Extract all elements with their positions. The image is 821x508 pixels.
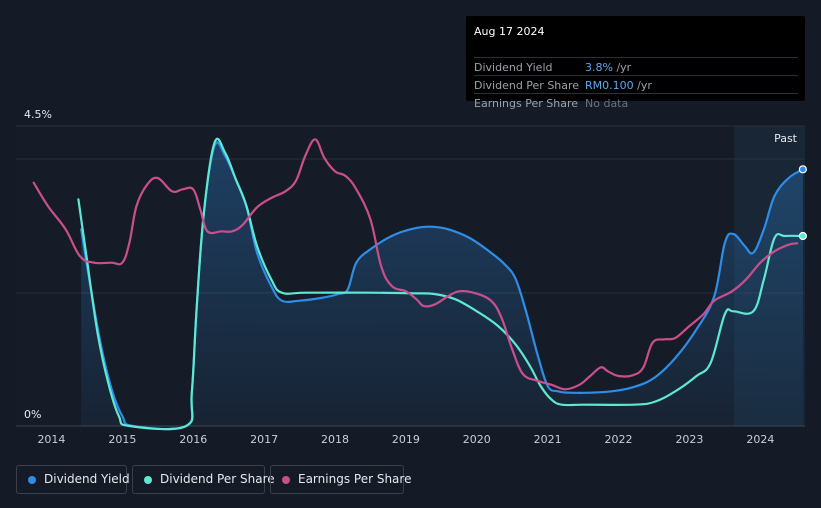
x-tick-label: 2018 [321, 433, 349, 446]
tooltip-row-earnings-per-share: Earnings Per Share No data [474, 93, 798, 112]
tooltip-date: Aug 17 2024 [474, 25, 545, 38]
x-tick-label: 2015 [108, 433, 136, 446]
legend-dividend-yield[interactable]: Dividend Yield [16, 465, 130, 494]
legend-label: Dividend Per Share [160, 472, 275, 486]
tooltip-value: 3.8% [585, 61, 613, 74]
earnings-per-share-line [32, 138, 799, 391]
tooltip-label: Dividend Yield [474, 61, 553, 74]
tooltip-unit: /yr [633, 79, 652, 92]
x-tick-label: 2023 [675, 433, 703, 446]
tooltip-value: RM0.100 [585, 79, 634, 92]
x-tick-label: 2020 [463, 433, 491, 446]
legend-label: Earnings Per Share [298, 472, 412, 486]
past-label: Past [774, 132, 798, 145]
legend-earnings-per-share[interactable]: Earnings Per Share [270, 465, 411, 494]
tooltip: Aug 17 2024 Dividend Yield 3.8% /yr Divi… [466, 16, 805, 110]
x-tick-label: 2019 [392, 433, 420, 446]
x-tick-label: 2022 [605, 433, 633, 446]
y-top-label: 4.5% [24, 108, 52, 121]
legend-dot-icon [28, 476, 36, 484]
y-bottom-label: 0% [24, 408, 41, 421]
legend-dot-icon [144, 476, 152, 484]
series-lines [32, 137, 804, 431]
x-tick-label: 2014 [37, 433, 65, 446]
dividend-yield-area [81, 142, 803, 430]
series-endpoints [798, 165, 807, 241]
tooltip-label: Dividend Per Share [474, 79, 580, 92]
tooltip-row-dividend-yield: Dividend Yield 3.8% /yr [474, 57, 798, 76]
series-areas [81, 142, 803, 430]
legend-label: Dividend Yield [44, 472, 130, 486]
x-tick-label: 2016 [179, 433, 207, 446]
dividend-yield-endpoint [798, 165, 807, 174]
tooltip-row-dividend-per-share: Dividend Per Share RM0.100 /yr [474, 75, 798, 94]
tooltip-value: No data [585, 97, 629, 110]
dividend-per-share-line [77, 137, 804, 431]
tooltip-unit: /yr [612, 61, 632, 74]
x-tick-label: 2024 [746, 433, 774, 446]
x-tick-label: 2021 [534, 433, 562, 446]
legend-dividend-per-share[interactable]: Dividend Per Share [132, 465, 275, 494]
x-axis-ticks: 2014 2015 2016 2017 2018 2019 2020 2021 2022 2023… [37, 433, 774, 446]
tooltip-label: Earnings Per Share [474, 97, 579, 110]
dividend-per-share-endpoint [798, 231, 807, 241]
legend-dot-icon [282, 476, 290, 484]
x-tick-label: 2017 [250, 433, 278, 446]
